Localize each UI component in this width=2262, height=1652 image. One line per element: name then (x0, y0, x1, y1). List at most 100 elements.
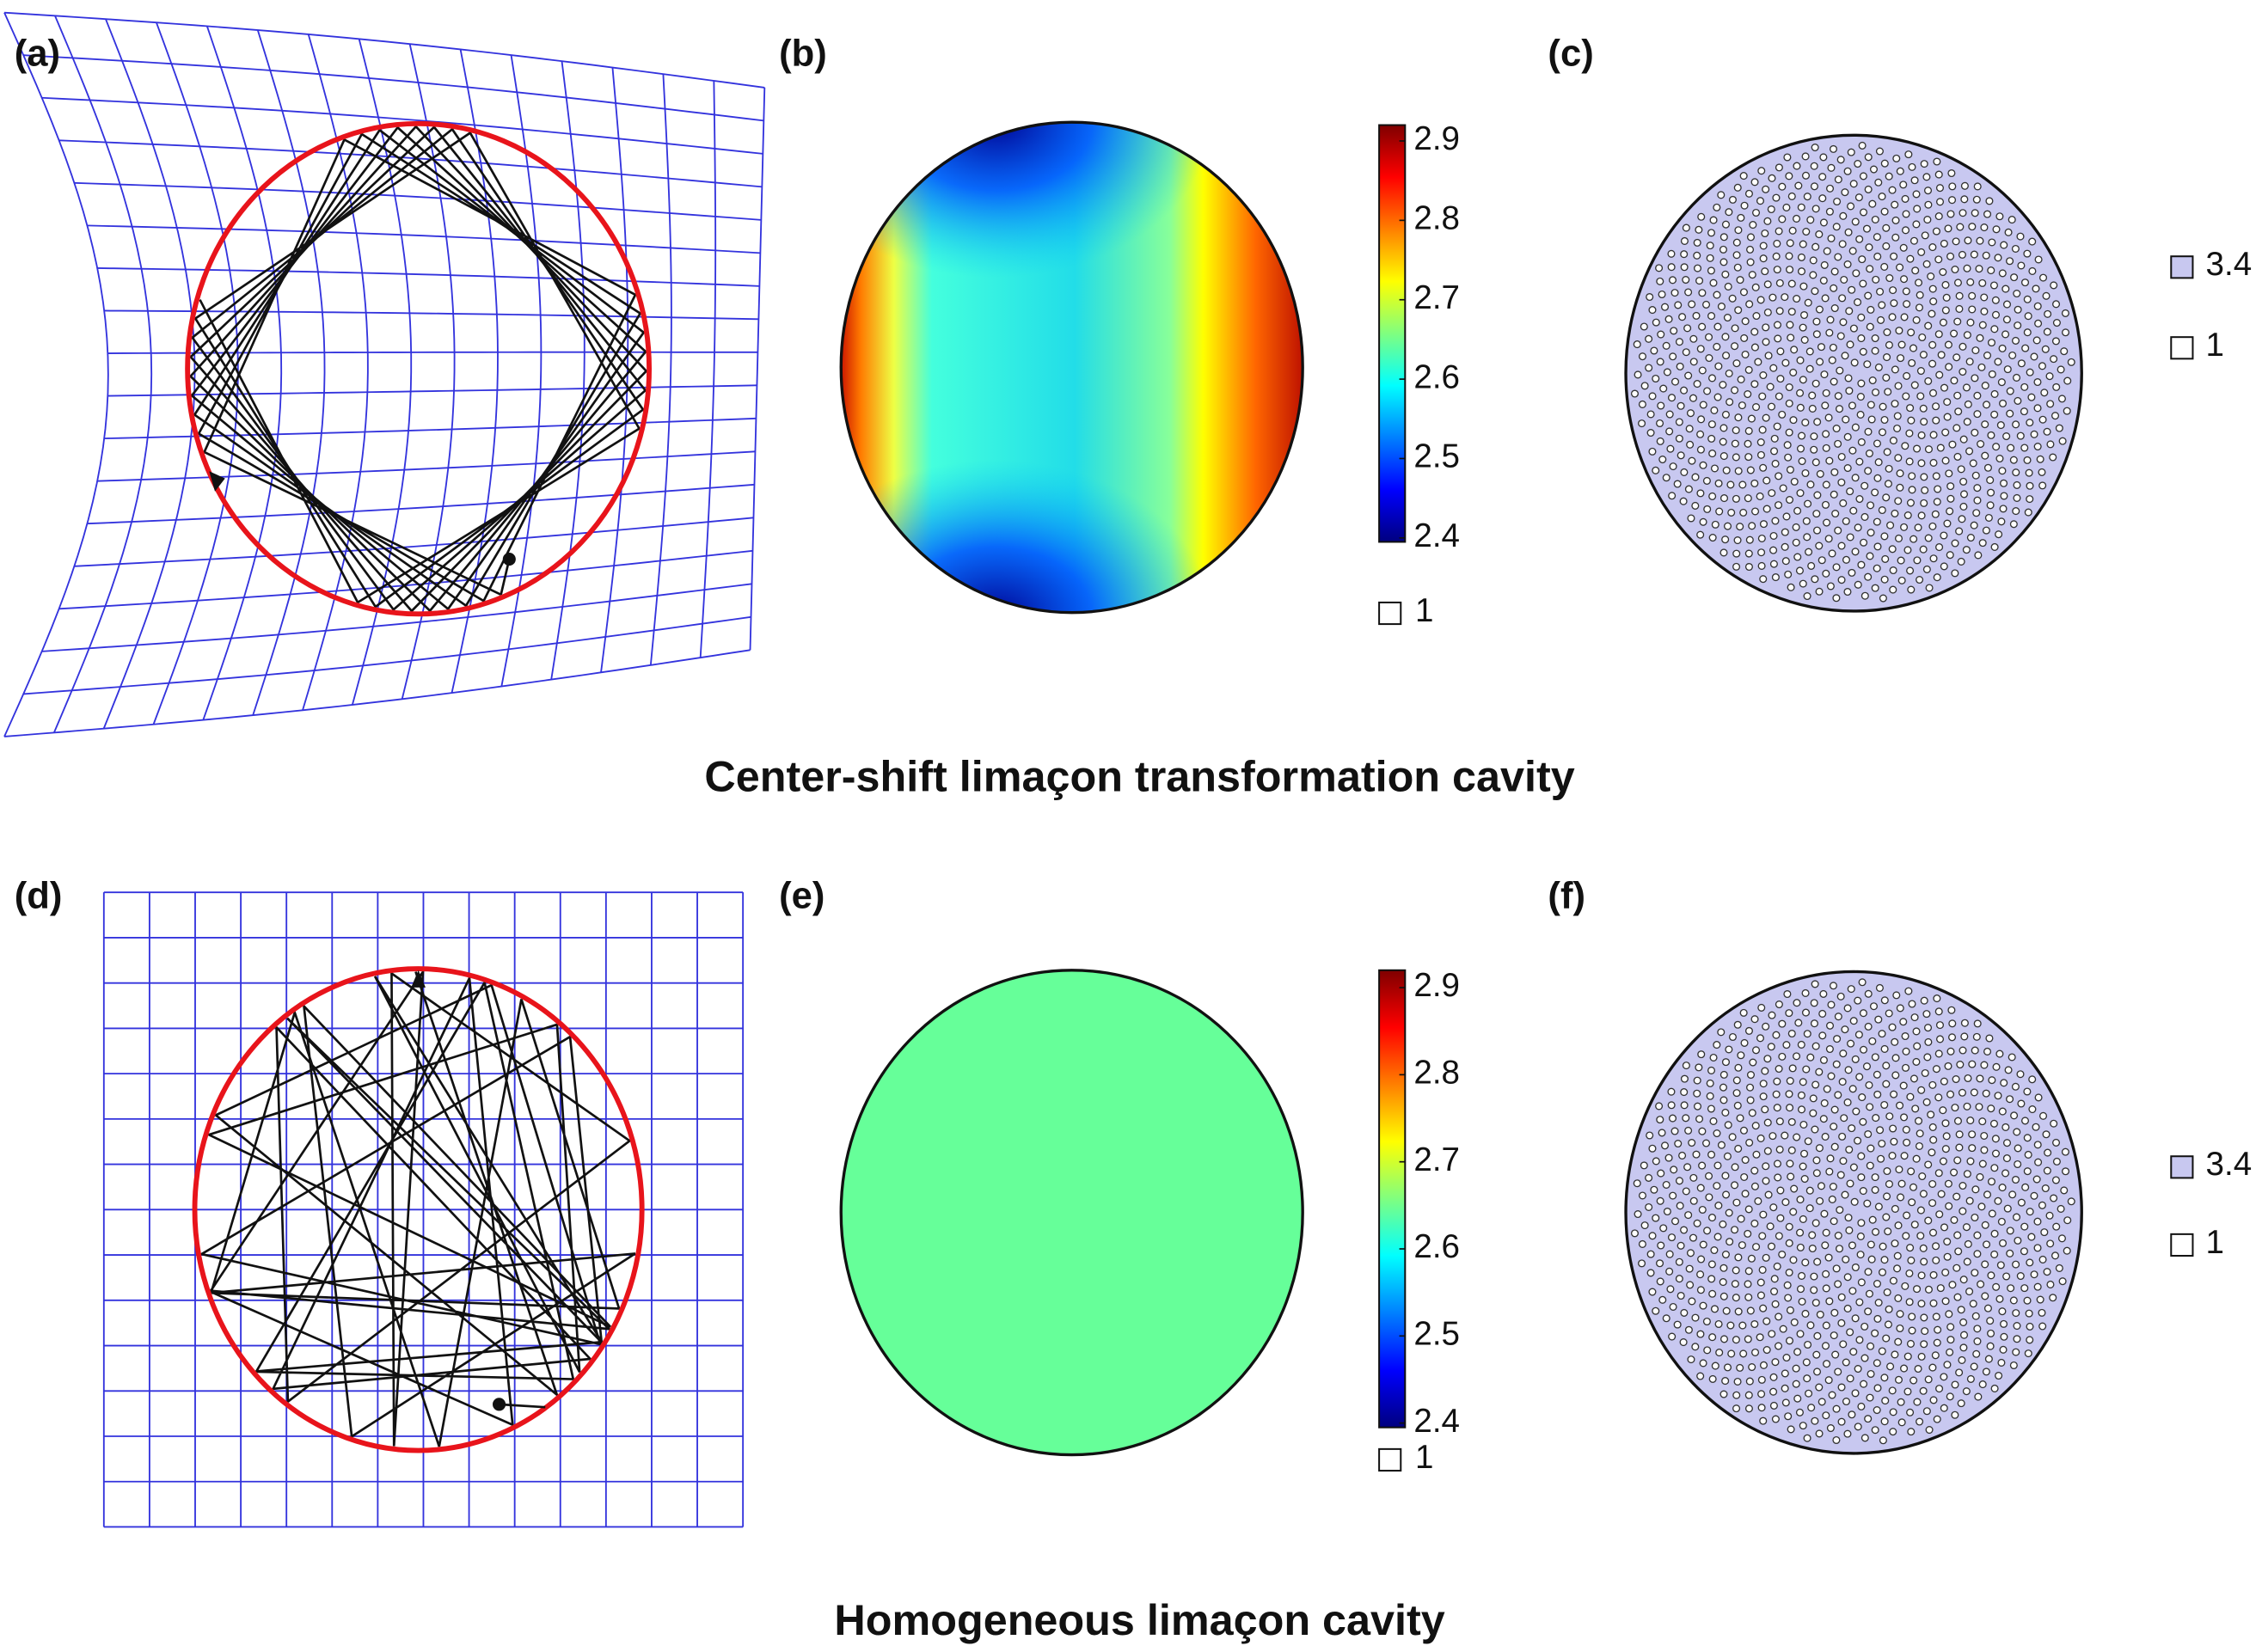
air-hole (1944, 1179, 1952, 1188)
air-hole (2013, 289, 2021, 298)
air-hole (1803, 1374, 1811, 1383)
air-hole (1732, 1294, 1740, 1302)
air-hole (1767, 1043, 1775, 1051)
air-hole (1670, 327, 1678, 335)
air-hole (1851, 548, 1860, 556)
air-hole (1675, 1177, 1683, 1185)
air-hole (1900, 1113, 1909, 1122)
air-hole (1907, 1428, 1916, 1436)
air-hole (1932, 1242, 1940, 1251)
air-hole (1797, 1040, 1805, 1049)
air-hole (1816, 1310, 1824, 1319)
air-hole (1793, 506, 1802, 515)
air-hole (1757, 548, 1766, 557)
air-hole (2046, 1280, 2055, 1288)
air-hole (1978, 1117, 1987, 1126)
air-hole (1781, 1398, 1790, 1407)
air-hole (2021, 344, 2030, 352)
air-hole (1722, 1306, 1731, 1315)
air-hole (1848, 1410, 1856, 1419)
air-hole (1834, 253, 1842, 261)
air-hole (1896, 263, 1904, 272)
air-hole (1726, 1321, 1735, 1330)
air-hole (1903, 1387, 1912, 1396)
air-hole (1843, 432, 1852, 441)
air-hole (1885, 1009, 1893, 1018)
air-hole (1703, 505, 1712, 513)
air-hole (1678, 1151, 1687, 1159)
air-hole (1893, 1251, 1902, 1260)
air-hole (1854, 580, 1862, 589)
air-hole (1719, 1278, 1727, 1287)
air-hole (1891, 216, 1900, 224)
air-hole (1748, 1363, 1756, 1372)
air-hole (1945, 469, 1953, 478)
air-hole (1799, 1422, 1807, 1430)
air-hole (1769, 1373, 1778, 1381)
air-hole (1852, 1107, 1860, 1116)
air-hole (2013, 493, 2021, 502)
air-hole (1877, 315, 1885, 324)
air-hole (1812, 510, 1821, 518)
air-hole (1650, 1185, 1658, 1194)
air-hole (1836, 992, 1845, 1000)
air-hole (1919, 1386, 1928, 1395)
air-hole (1748, 522, 1756, 530)
air-hole (1893, 412, 1902, 420)
air-hole (1719, 381, 1727, 389)
air-hole (1758, 1232, 1767, 1240)
air-hole (1693, 238, 1701, 247)
air-hole (1933, 157, 1941, 166)
air-hole (1858, 1093, 1867, 1102)
air-hole (1919, 351, 1928, 359)
air-hole (1899, 1018, 1908, 1026)
grid-line (3, 12, 109, 737)
air-hole (1928, 389, 1938, 397)
air-hole (1865, 1080, 1873, 1090)
air-hole (1646, 1131, 1654, 1140)
air-hole (1799, 1215, 1807, 1223)
air-hole (1859, 279, 1867, 288)
air-hole (1786, 239, 1794, 248)
air-hole (1837, 1417, 1846, 1426)
air-hole (1912, 190, 1921, 199)
air-hole (1860, 1354, 1869, 1362)
air-hole (1719, 1096, 1728, 1104)
air-hole (1850, 358, 1859, 367)
air-hole (1750, 327, 1759, 336)
air-hole (1662, 341, 1670, 350)
air-hole (1910, 381, 1919, 389)
air-hole (1855, 1298, 1864, 1306)
air-hole (1883, 1192, 1891, 1201)
air-hole (1902, 1047, 1910, 1055)
air-hole (1781, 1131, 1789, 1140)
air-hole (1739, 172, 1748, 180)
air-hole (1988, 238, 1996, 247)
air-hole (1818, 173, 1827, 181)
air-hole (1959, 435, 1968, 444)
air-hole (1984, 1355, 1993, 1363)
air-hole (2043, 1268, 2051, 1276)
air-hole (1748, 271, 1756, 279)
air-hole (1995, 1294, 2004, 1303)
air-hole (1790, 1184, 1799, 1193)
air-hole (1706, 242, 1714, 250)
air-hole (2055, 424, 2063, 432)
air-hole (1914, 1364, 1922, 1374)
air-hole (1778, 1250, 1787, 1259)
air-hole (1835, 405, 1844, 413)
air-hole (2014, 321, 2022, 330)
air-hole (1899, 243, 1908, 252)
air-hole (1901, 194, 1910, 203)
air-hole (1787, 192, 1796, 200)
air-hole (1966, 278, 1975, 286)
air-hole (1864, 1022, 1873, 1031)
air-hole (1953, 452, 1962, 461)
air-hole (1916, 367, 1925, 376)
air-hole (1630, 1229, 1640, 1238)
air-hole (1759, 463, 1768, 472)
air-hole (1943, 1238, 1952, 1246)
air-hole (1942, 293, 1951, 302)
air-hole (1889, 1276, 1897, 1285)
air-hole (1973, 1231, 1982, 1239)
